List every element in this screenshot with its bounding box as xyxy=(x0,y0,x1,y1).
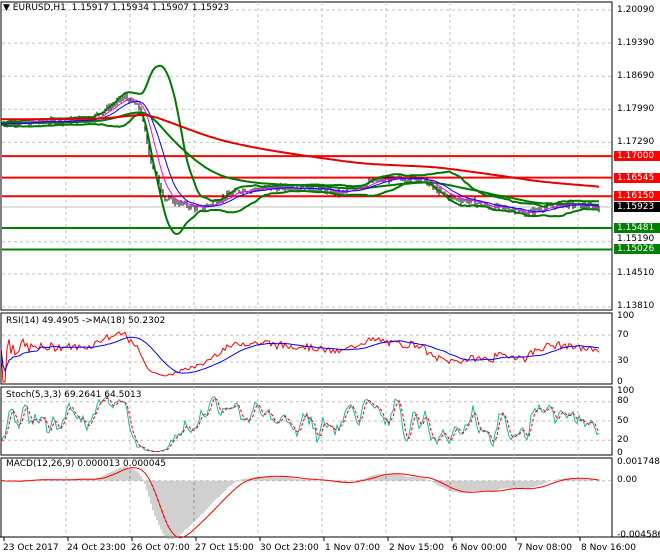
time-label: 27 Oct 15:00 xyxy=(195,543,254,553)
indicator-axis-label: 0.00 xyxy=(617,475,638,486)
price-axis-label: 1.17290 xyxy=(617,136,655,147)
chart-header: ▼ EURUSD,H1 1.15917 1.15934 1.15907 1.15… xyxy=(3,3,229,14)
indicator-axis-label: 100 xyxy=(617,310,635,321)
level-label-resist: 1.16150 xyxy=(614,191,660,202)
indicator-axis-label: 50 xyxy=(617,415,629,426)
price-axis-label: 1.14510 xyxy=(617,268,655,279)
time-label: 24 Oct 23:00 xyxy=(67,543,126,553)
price-axis-label: 1.19390 xyxy=(617,37,655,48)
ma-medium xyxy=(0,111,600,206)
time-label: 30 Oct 23:00 xyxy=(260,543,319,553)
ma-long xyxy=(1,113,600,188)
macd-title: MACD(12,26,9) 0.000013 0.000045 xyxy=(6,459,166,469)
level-label-support: 1.15026 xyxy=(614,244,660,255)
stoch-signal-line xyxy=(0,397,600,453)
price-axis-label: 1.13810 xyxy=(617,301,655,312)
symbol-label: EURUSD,H1 xyxy=(12,3,66,13)
time-label: 23 Oct 2017 xyxy=(3,543,59,553)
rsi-title: RSI(14) 49.4905 ->MA(18) 50.2302 xyxy=(6,316,166,326)
level-label-current: 1.15923 xyxy=(614,202,660,213)
level-label-resist: 1.16545 xyxy=(614,172,660,183)
time-label: 2 Nov 15:00 xyxy=(389,543,444,553)
stoch-main-line xyxy=(0,393,600,453)
bollinger-lower xyxy=(0,112,600,236)
indicator-axis-label: 0 xyxy=(617,376,623,387)
rsi-line xyxy=(0,331,600,383)
indicator-axis-label: -0.004586 xyxy=(617,529,660,540)
time-label: 26 Oct 07:00 xyxy=(131,543,190,553)
time-label: 6 Nov 00:00 xyxy=(452,543,507,553)
time-label: 1 Nov 07:00 xyxy=(325,543,380,553)
indicator-axis-label: 80 xyxy=(617,396,629,407)
time-label: 7 Nov 08:00 xyxy=(517,543,572,553)
dropdown-triangle-icon[interactable]: ▼ xyxy=(3,3,10,13)
panel-frame xyxy=(0,386,613,456)
price-axis-label: 1.18690 xyxy=(617,70,655,81)
indicator-axis-label: 100 xyxy=(617,385,635,396)
indicator-axis-label: 20 xyxy=(617,434,629,445)
time-label: 8 Nov 16:00 xyxy=(581,543,636,553)
price-axis-label: 1.17990 xyxy=(617,103,655,114)
ohlc-values: 1.15917 1.15934 1.15907 1.15923 xyxy=(71,3,230,13)
rsi-ma-line xyxy=(0,336,600,374)
indicator-axis-label: 30 xyxy=(617,356,629,367)
indicator-axis-label: 0 xyxy=(617,447,623,458)
price-axis-label: 1.20090 xyxy=(617,4,655,15)
level-label-support: 1.15481 xyxy=(614,222,660,233)
price-axis-label: 1.15190 xyxy=(617,234,655,245)
indicator-axis-label: 70 xyxy=(617,329,629,340)
macd-signal-line xyxy=(0,467,600,539)
indicator-axis-label: 0.001748 xyxy=(617,456,660,467)
stoch-title: Stoch(5,3,3) 69.2641 64.5013 xyxy=(6,390,142,400)
level-label-resist: 1.17000 xyxy=(614,151,660,162)
